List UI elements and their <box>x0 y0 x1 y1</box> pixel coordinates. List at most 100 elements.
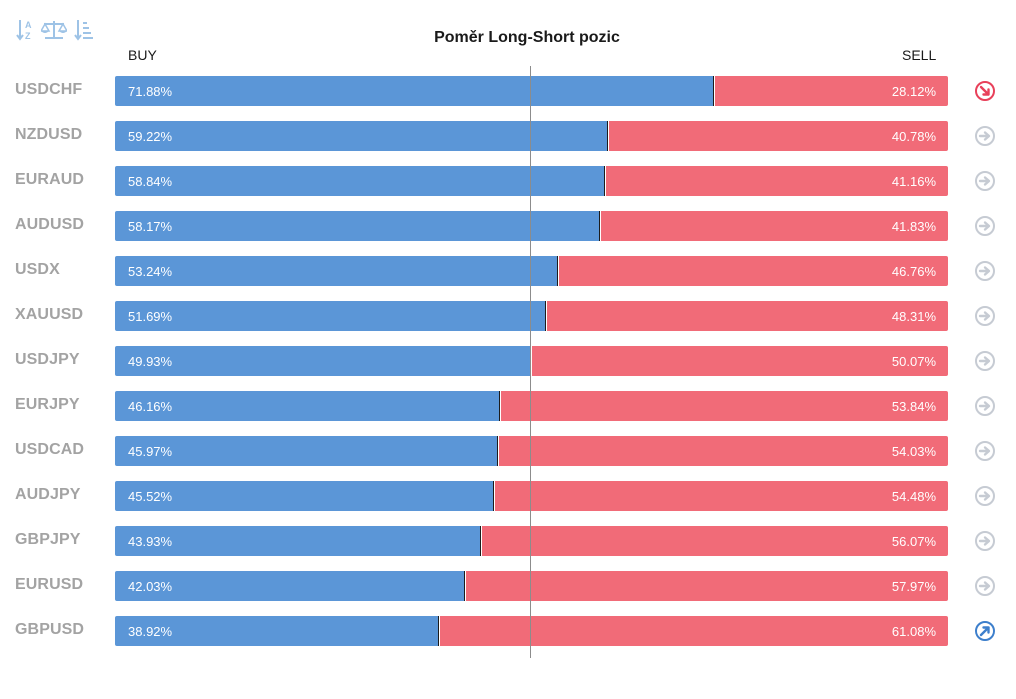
ratio-bar: 43.93% 56.07% <box>115 526 948 556</box>
chart-row[interactable]: USDX 53.24% 46.76% <box>0 256 1016 286</box>
ratio-bar: 71.88% 28.12% <box>115 76 948 106</box>
chart-row[interactable]: AUDUSD 58.17% 41.83% <box>0 211 1016 241</box>
buy-bar <box>115 571 465 601</box>
buy-percent-label: 45.97% <box>128 444 173 459</box>
buy-bar <box>115 121 608 151</box>
buy-percent-label: 45.52% <box>128 489 173 504</box>
arrow-right-circle-icon[interactable] <box>974 350 996 372</box>
buy-bar <box>115 76 714 106</box>
arrow-right-circle-icon[interactable] <box>974 170 996 192</box>
symbol-label: GBPUSD <box>15 621 85 638</box>
symbol-label: EURUSD <box>15 576 84 593</box>
chart-row[interactable]: USDCHF 71.88% 28.12% <box>0 76 1016 106</box>
sell-bar <box>605 166 948 196</box>
symbol-label: XAUUSD <box>15 306 84 323</box>
ratio-bar: 46.16% 53.84% <box>115 391 948 421</box>
ratio-bar: 58.17% 41.83% <box>115 211 948 241</box>
buy-percent-label: 71.88% <box>128 84 173 99</box>
buy-percent-label: 51.69% <box>128 309 173 324</box>
sell-percent-label: 46.76% <box>891 264 936 279</box>
sell-percent-label: 41.16% <box>891 174 936 189</box>
sell-percent-label: 41.83% <box>891 219 936 234</box>
buy-percent-label: 58.17% <box>128 219 173 234</box>
sell-percent-label: 56.07% <box>891 534 936 549</box>
ratio-bar: 45.97% 54.03% <box>115 436 948 466</box>
sell-bar <box>439 616 948 646</box>
ratio-bar: 51.69% 48.31% <box>115 301 948 331</box>
ratio-bar: 38.92% 61.08% <box>115 616 948 646</box>
buy-percent-label: 59.22% <box>128 129 173 144</box>
ratio-bar: 45.52% 54.48% <box>115 481 948 511</box>
sell-percent-label: 50.07% <box>891 354 936 369</box>
buy-bar <box>115 256 558 286</box>
svg-text:Z: Z <box>25 31 31 41</box>
symbol-label: USDCHF <box>15 81 83 98</box>
sell-bar <box>546 301 948 331</box>
chart-row[interactable]: NZDUSD 59.22% 40.78% <box>0 121 1016 151</box>
center-reference-line <box>530 66 531 658</box>
chart-row[interactable]: AUDJPY 45.52% 54.48% <box>0 481 1016 511</box>
sell-percent-label: 54.48% <box>891 489 936 504</box>
chart-row[interactable]: EURAUD 58.84% 41.16% <box>0 166 1016 196</box>
chart-row[interactable]: EURUSD 42.03% 57.97% <box>0 571 1016 601</box>
sell-percent-label: 40.78% <box>891 129 936 144</box>
sell-bar <box>498 436 948 466</box>
buy-percent-label: 46.16% <box>128 399 173 414</box>
symbol-label: EURAUD <box>15 171 85 188</box>
chart-row[interactable]: XAUUSD 51.69% 48.31% <box>0 301 1016 331</box>
chart-title: Poměr Long-Short pozic <box>434 29 620 46</box>
sell-percent-label: 61.08% <box>891 624 936 639</box>
arrow-right-circle-icon[interactable] <box>974 215 996 237</box>
symbol-label: USDX <box>15 261 60 278</box>
symbol-label: EURJPY <box>15 396 80 413</box>
buy-percent-label: 38.92% <box>128 624 173 639</box>
symbol-label: USDCAD <box>15 441 85 458</box>
symbol-label: AUDUSD <box>15 216 85 233</box>
buy-label: BUY <box>128 47 157 63</box>
sell-percent-label: 57.97% <box>891 579 936 594</box>
ratio-bar: 53.24% 46.76% <box>115 256 948 286</box>
sell-bar <box>465 571 948 601</box>
sell-bar <box>558 256 948 286</box>
symbol-label: GBPJPY <box>15 531 81 548</box>
arrow-up-right-circle-icon[interactable] <box>974 620 996 642</box>
sell-bar <box>494 481 948 511</box>
arrow-right-circle-icon[interactable] <box>974 440 996 462</box>
sell-percent-label: 53.84% <box>891 399 936 414</box>
buy-percent-label: 42.03% <box>128 579 173 594</box>
buy-bar <box>115 526 481 556</box>
sell-label: SELL <box>902 47 937 63</box>
balance-scale-icon[interactable] <box>41 18 67 42</box>
buy-percent-label: 49.93% <box>128 354 173 369</box>
arrow-right-circle-icon[interactable] <box>974 530 996 552</box>
chart-row[interactable]: GBPJPY 43.93% 56.07% <box>0 526 1016 556</box>
chart-row[interactable]: GBPUSD 38.92% 61.08% <box>0 616 1016 646</box>
svg-text:A: A <box>25 20 32 30</box>
sell-bar <box>608 121 948 151</box>
arrow-down-right-circle-icon[interactable] <box>974 80 996 102</box>
sell-bar <box>531 346 948 376</box>
arrow-right-circle-icon[interactable] <box>974 125 996 147</box>
buy-bar <box>115 211 600 241</box>
ratio-bar: 49.93% 50.07% <box>115 346 948 376</box>
sort-alpha-icon[interactable]: A Z <box>16 18 34 42</box>
sort-descending-icon[interactable] <box>74 18 94 42</box>
chart-row[interactable]: USDJPY 49.93% 50.07% <box>0 346 1016 376</box>
buy-bar <box>115 346 531 376</box>
sell-bar <box>600 211 948 241</box>
chart-row[interactable]: USDCAD 45.97% 54.03% <box>0 436 1016 466</box>
ratio-bar: 42.03% 57.97% <box>115 571 948 601</box>
buy-percent-label: 53.24% <box>128 264 173 279</box>
buy-percent-label: 43.93% <box>128 534 173 549</box>
sell-percent-label: 48.31% <box>891 309 936 324</box>
arrow-right-circle-icon[interactable] <box>974 260 996 282</box>
arrow-right-circle-icon[interactable] <box>974 305 996 327</box>
chart-row[interactable]: EURJPY 46.16% 53.84% <box>0 391 1016 421</box>
arrow-right-circle-icon[interactable] <box>974 485 996 507</box>
arrow-right-circle-icon[interactable] <box>974 575 996 597</box>
arrow-right-circle-icon[interactable] <box>974 395 996 417</box>
ratio-bar: 59.22% 40.78% <box>115 121 948 151</box>
symbol-label: USDJPY <box>15 351 80 368</box>
buy-bar <box>115 391 500 421</box>
